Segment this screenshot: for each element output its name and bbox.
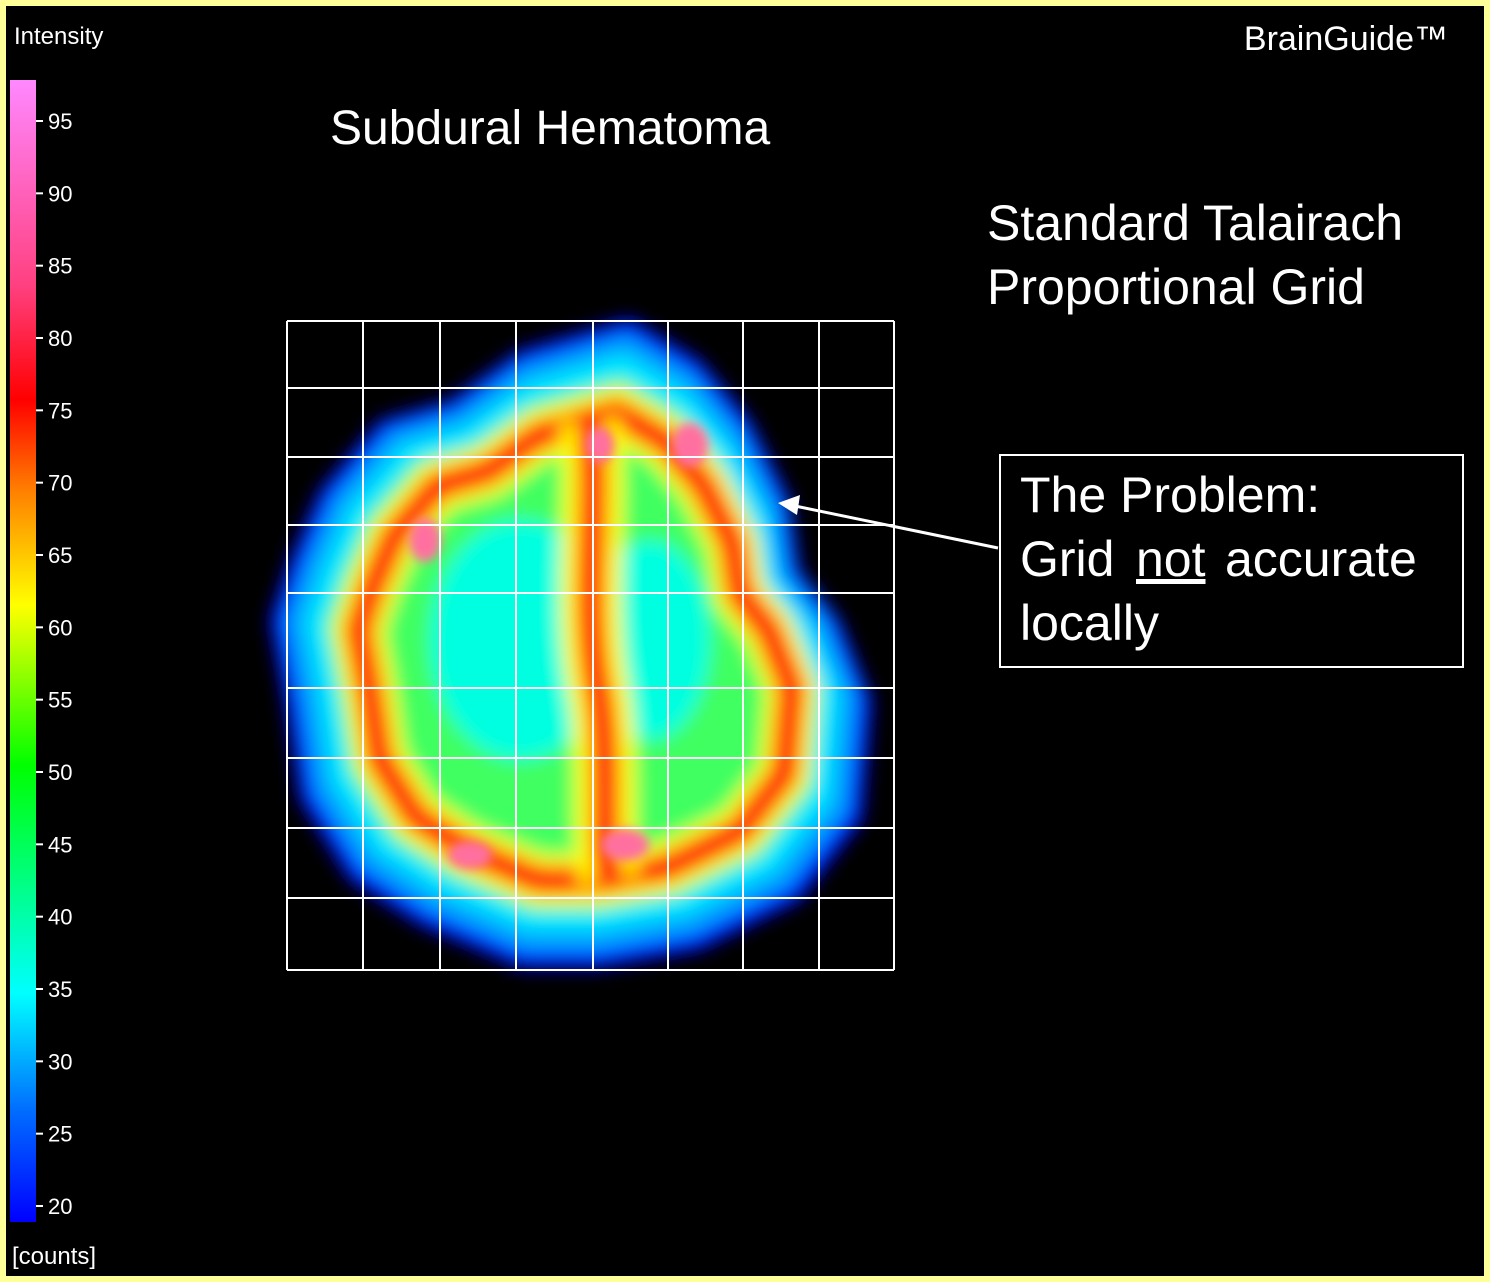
colorbar-tick-label: 65 xyxy=(48,543,72,568)
colorbar-tick-label: 20 xyxy=(48,1194,72,1219)
callout-text: locally xyxy=(1020,595,1159,651)
callout-text: The Problem: xyxy=(1020,467,1320,523)
colorbar-tick-label: 75 xyxy=(48,398,72,423)
colorbar-tick-label: 80 xyxy=(48,326,72,351)
colorbar-tick-label: 70 xyxy=(48,471,72,496)
colorbar-title: Intensity xyxy=(14,23,103,50)
colorbar-tick-label: 30 xyxy=(48,1049,72,1074)
colorbar-unit: [counts] xyxy=(12,1243,96,1270)
colorbar-tick-label: 45 xyxy=(48,832,72,857)
colorbar-tick-label: 55 xyxy=(48,688,72,713)
colorbar-tick-label: 90 xyxy=(48,181,72,206)
callout-emphasis: not xyxy=(1136,531,1206,587)
colorbar xyxy=(10,80,36,1222)
colorbar-tick-label: 50 xyxy=(48,760,72,785)
colorbar-tick-label: 95 xyxy=(48,109,72,134)
grid-label: Standard Talairach xyxy=(987,195,1403,251)
page: Intensity [counts] BrainGuide™ Subdural … xyxy=(0,0,1490,1282)
colorbar-tick-label: 35 xyxy=(48,977,72,1002)
grid-label: Proportional Grid xyxy=(987,259,1365,315)
colorbar-tick-label: 25 xyxy=(48,1122,72,1147)
brand: BrainGuide™ xyxy=(1244,20,1448,58)
callout-text: accurate xyxy=(1225,531,1417,587)
colorbar-tick-label: 40 xyxy=(48,905,72,930)
title: Subdural Hematoma xyxy=(330,102,771,155)
colorbar-tick-label: 60 xyxy=(48,615,72,640)
colorbar-tick-label: 85 xyxy=(48,254,72,279)
callout-text: Grid xyxy=(1020,531,1114,587)
screenshot: Intensity [counts] BrainGuide™ Subdural … xyxy=(0,0,1490,1282)
